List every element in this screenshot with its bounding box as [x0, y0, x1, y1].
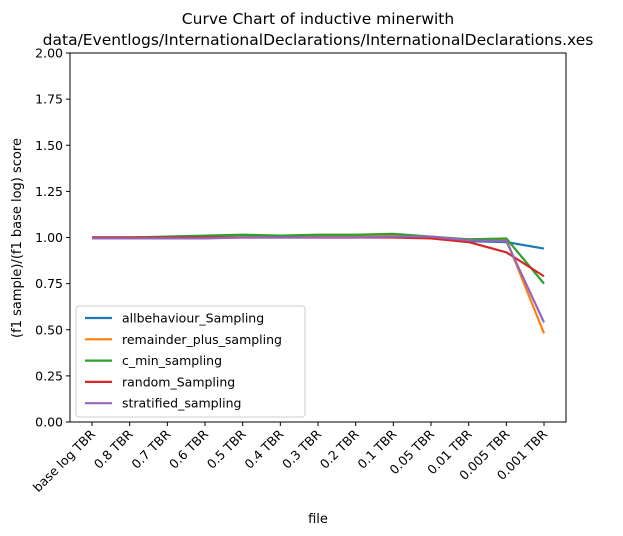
y-tick-label: 2.00 — [35, 46, 63, 61]
x-tick-label: base log TBR — [30, 426, 99, 495]
y-axis: 0.00 0.25 0.50 0.75 1.00 1.25 1.50 1.75 2.00 — [35, 46, 70, 430]
y-tick-label: 0.75 — [35, 276, 63, 291]
y-tick-label: 1.75 — [35, 92, 63, 107]
y-tick-label: 1.50 — [35, 138, 63, 153]
chart-title-line-2: data/Eventlogs/InternationalDeclarations… — [43, 31, 594, 49]
y-tick-label: 1.25 — [35, 184, 63, 199]
y-tick-label: 0.25 — [35, 368, 63, 383]
legend-label: remainder_plus_sampling — [122, 332, 282, 347]
legend-label: random_Sampling — [122, 374, 235, 389]
y-tick-label: 0.00 — [35, 415, 63, 430]
x-tick-label: 0.7 TBR — [128, 426, 173, 471]
y-tick-label: 1.00 — [35, 230, 63, 245]
legend-label: allbehaviour_Sampling — [122, 311, 264, 326]
legend-label: c_min_sampling — [122, 353, 222, 368]
y-tick-label: 0.50 — [35, 322, 63, 337]
x-tick-label: 0.5 TBR — [204, 426, 249, 471]
legend: allbehaviour_Sampling remainder_plus_samp… — [75, 305, 306, 418]
legend-label: stratified_sampling — [122, 396, 241, 411]
x-tick-label: 0.6 TBR — [166, 426, 211, 471]
series-line-stratified-sampling — [92, 235, 545, 323]
x-tick-label: 0.8 TBR — [91, 426, 136, 471]
series-layer — [92, 232, 546, 334]
x-tick-label: 0.2 TBR — [317, 426, 362, 471]
legend-box — [75, 305, 306, 418]
x-axis-title: file — [308, 512, 328, 527]
x-tick-label: 0.4 TBR — [241, 426, 286, 471]
x-tick-label: 0.3 TBR — [279, 426, 324, 471]
chart-title-line-1: Curve Chart of inductive minerwith — [182, 10, 454, 28]
y-axis-title: (f1 sample)/(f1 base log) score — [10, 138, 25, 338]
series-line-random-sampling — [92, 236, 545, 278]
